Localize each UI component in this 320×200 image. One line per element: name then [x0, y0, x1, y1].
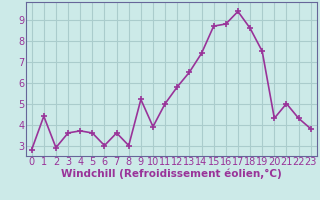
X-axis label: Windchill (Refroidissement éolien,°C): Windchill (Refroidissement éolien,°C) — [61, 169, 282, 179]
